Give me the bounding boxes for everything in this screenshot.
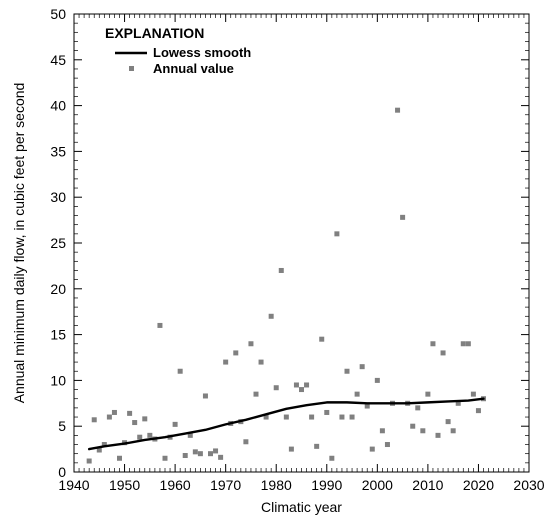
data-point (198, 451, 203, 456)
data-point (163, 456, 168, 461)
data-point (294, 382, 299, 387)
data-point (329, 456, 334, 461)
data-point (132, 420, 137, 425)
y-tick-label: 50 (50, 6, 66, 22)
y-tick-label: 25 (50, 235, 66, 251)
data-point (471, 392, 476, 397)
data-point (269, 314, 274, 319)
x-tick-label: 1980 (261, 477, 292, 493)
y-tick-label: 40 (50, 98, 66, 114)
data-point (380, 428, 385, 433)
data-point (213, 448, 218, 453)
data-point (147, 433, 152, 438)
data-point (92, 417, 97, 422)
y-axis-label: Annual minimum daily flow, in cubic feet… (11, 83, 27, 404)
data-point (410, 424, 415, 429)
legend-point-label: Annual value (153, 61, 234, 76)
x-tick-label: 1990 (311, 477, 342, 493)
data-point (314, 444, 319, 449)
plot-frame (74, 14, 529, 472)
data-point (420, 428, 425, 433)
data-point (157, 323, 162, 328)
data-point (466, 341, 471, 346)
y-tick-label: 45 (50, 52, 66, 68)
data-point (137, 435, 142, 440)
y-tick-label: 20 (50, 281, 66, 297)
y-tick-label: 30 (50, 189, 66, 205)
data-point (223, 360, 228, 365)
data-point (87, 459, 92, 464)
data-point (375, 378, 380, 383)
data-point (370, 447, 375, 452)
legend-title: EXPLANATION (105, 25, 204, 41)
data-point (284, 415, 289, 420)
chart-svg: 1940195019601970198019902000201020202030… (0, 0, 553, 518)
data-point (254, 392, 259, 397)
data-point (304, 382, 309, 387)
data-point (117, 456, 122, 461)
x-tick-label: 2030 (513, 477, 544, 493)
data-point (142, 416, 147, 421)
x-tick-label: 1960 (160, 477, 191, 493)
y-tick-label: 10 (50, 372, 66, 388)
data-point (436, 433, 441, 438)
data-point (112, 410, 117, 415)
x-tick-label: 1950 (109, 477, 140, 493)
lowess-line (89, 399, 483, 449)
x-tick-label: 2010 (412, 477, 443, 493)
data-point (476, 408, 481, 413)
data-point (299, 387, 304, 392)
data-point (425, 392, 430, 397)
data-point (309, 415, 314, 420)
data-point (319, 337, 324, 342)
data-point (385, 442, 390, 447)
data-point (451, 428, 456, 433)
data-point (178, 369, 183, 374)
x-tick-label: 2000 (362, 477, 393, 493)
data-point (127, 411, 132, 416)
data-point (360, 364, 365, 369)
data-point (193, 449, 198, 454)
data-point (203, 393, 208, 398)
data-point (218, 455, 223, 460)
data-point (107, 415, 112, 420)
data-point (183, 453, 188, 458)
legend-point-swatch (129, 66, 134, 71)
data-point (415, 405, 420, 410)
data-point (259, 360, 264, 365)
data-point (441, 350, 446, 355)
x-axis-label: Climatic year (261, 499, 342, 515)
y-tick-label: 0 (58, 464, 66, 480)
data-point (339, 415, 344, 420)
data-point (430, 341, 435, 346)
y-tick-label: 15 (50, 327, 66, 343)
data-point (243, 439, 248, 444)
data-point (350, 415, 355, 420)
data-point (355, 392, 360, 397)
y-tick-label: 5 (58, 418, 66, 434)
data-point (248, 341, 253, 346)
data-point (334, 231, 339, 236)
data-point (345, 369, 350, 374)
data-point (233, 350, 238, 355)
data-point (173, 422, 178, 427)
data-point (324, 410, 329, 415)
data-point (289, 447, 294, 452)
data-point (279, 268, 284, 273)
data-point (208, 451, 213, 456)
x-tick-label: 1970 (210, 477, 241, 493)
data-point (446, 419, 451, 424)
legend-line-label: Lowess smooth (153, 45, 251, 60)
data-point (400, 215, 405, 220)
flow-chart: 1940195019601970198019902000201020202030… (0, 0, 553, 518)
data-point (461, 341, 466, 346)
x-tick-label: 2020 (463, 477, 494, 493)
y-tick-label: 35 (50, 143, 66, 159)
data-point (274, 385, 279, 390)
data-point (395, 108, 400, 113)
